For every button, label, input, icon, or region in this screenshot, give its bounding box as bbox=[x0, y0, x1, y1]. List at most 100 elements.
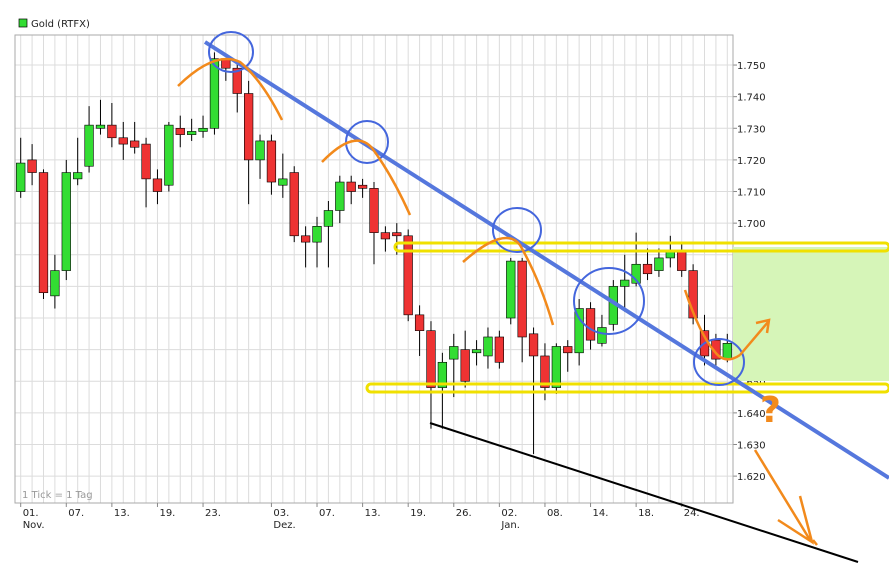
candle-body bbox=[141, 143, 151, 180]
lower-line bbox=[429, 422, 859, 563]
candle-body bbox=[198, 127, 208, 132]
candle-body bbox=[665, 251, 675, 259]
candle-body bbox=[631, 263, 641, 284]
candle-body bbox=[335, 181, 345, 211]
candle-body bbox=[414, 314, 425, 331]
candle-body bbox=[585, 308, 596, 341]
candle-body bbox=[50, 270, 60, 297]
x-tick-label: 26. bbox=[456, 508, 472, 519]
candle-body bbox=[84, 124, 94, 167]
candle-body bbox=[403, 235, 413, 316]
y-tick-label: 1.740 bbox=[737, 93, 766, 104]
candle-body bbox=[392, 232, 402, 237]
arrow-down bbox=[753, 449, 815, 545]
candle-body bbox=[300, 235, 311, 243]
legend-label: Gold (RTFX) bbox=[31, 19, 90, 30]
x-tick-label: 18. bbox=[638, 508, 654, 519]
y-tick-label: 1.730 bbox=[737, 124, 766, 135]
candle-body bbox=[563, 346, 573, 354]
candle-body bbox=[437, 361, 448, 388]
candle-body bbox=[722, 343, 732, 360]
arc-marker bbox=[683, 289, 741, 361]
candle-body bbox=[232, 67, 242, 94]
arrow-down bbox=[812, 539, 818, 546]
arc-marker bbox=[321, 139, 412, 216]
candle-body bbox=[255, 140, 265, 161]
candle-body bbox=[164, 124, 174, 186]
candle-body bbox=[642, 263, 653, 275]
y-tick-label: 1.720 bbox=[737, 156, 766, 167]
candle-body bbox=[278, 178, 288, 186]
question-mark: ? bbox=[760, 390, 781, 431]
y-tick-label: 1.710 bbox=[737, 188, 766, 199]
candle-body bbox=[426, 330, 436, 388]
candle-body bbox=[244, 93, 254, 161]
circle-marker bbox=[208, 31, 254, 73]
candle-body bbox=[551, 346, 561, 388]
candle-body bbox=[597, 327, 607, 344]
trend-line bbox=[203, 40, 889, 480]
candle-body bbox=[130, 140, 140, 148]
x-tick-label: 01. Nov. bbox=[23, 508, 45, 531]
candle-body bbox=[38, 172, 49, 294]
candle-body bbox=[107, 124, 117, 139]
x-tick-label: 24. bbox=[684, 508, 700, 519]
candle-body bbox=[73, 172, 83, 180]
x-tick-label: 02. Jan. bbox=[500, 508, 520, 531]
candle-body bbox=[16, 162, 26, 192]
arc-marker bbox=[462, 236, 555, 326]
candle-body bbox=[471, 349, 482, 354]
candle-body bbox=[369, 188, 379, 233]
candle-body bbox=[494, 336, 504, 363]
candle-body bbox=[118, 137, 128, 145]
candle-body bbox=[323, 210, 334, 227]
circle-marker bbox=[693, 338, 745, 386]
candle-body bbox=[61, 172, 71, 271]
arc-marker bbox=[177, 57, 284, 121]
circle-marker bbox=[573, 267, 645, 335]
y-tick-label: 1.620 bbox=[737, 472, 766, 483]
candle-body bbox=[677, 251, 687, 271]
x-tick-label: 14. bbox=[593, 508, 609, 519]
annotations: ? bbox=[177, 31, 889, 563]
y-tick-label: 1.750 bbox=[737, 61, 766, 72]
x-tick-label: 03. Dez. bbox=[273, 508, 295, 531]
x-tick-label: 19. bbox=[159, 508, 175, 519]
candle-body bbox=[175, 127, 185, 135]
target-zone bbox=[733, 247, 889, 381]
candle-body bbox=[357, 184, 368, 189]
candle-body bbox=[152, 178, 163, 192]
x-tick-label: 13. bbox=[365, 508, 381, 519]
footnote: 1 Tick = 1 Tag bbox=[22, 490, 93, 501]
x-tick-label: 07. bbox=[68, 508, 84, 519]
candle-body bbox=[209, 58, 220, 129]
candle-body bbox=[620, 279, 630, 287]
candles bbox=[16, 52, 732, 454]
candle-body bbox=[517, 260, 527, 338]
y-tick-label: 1.640 bbox=[737, 409, 766, 420]
candle-body bbox=[528, 333, 539, 357]
x-tick-label: 23. bbox=[205, 508, 221, 519]
candle-body bbox=[688, 270, 698, 319]
candle-body bbox=[266, 140, 277, 183]
candle-body bbox=[312, 226, 322, 243]
candle-body bbox=[449, 346, 459, 360]
candle-body bbox=[574, 308, 584, 354]
candle-body bbox=[289, 172, 299, 237]
candle-body bbox=[540, 355, 550, 388]
x-tick-label: 07. bbox=[319, 508, 335, 519]
x-tick-label: 08. bbox=[547, 508, 563, 519]
candle-body bbox=[95, 124, 106, 129]
arrow-up bbox=[739, 318, 771, 356]
candle-body bbox=[483, 336, 493, 357]
candle-body bbox=[380, 232, 391, 240]
x-tick-label: 13. bbox=[114, 508, 130, 519]
candle-body bbox=[654, 257, 664, 271]
candle-body bbox=[27, 159, 37, 173]
candle-body bbox=[346, 181, 356, 192]
resistance-band bbox=[393, 241, 889, 253]
candle-body bbox=[506, 260, 516, 319]
y-tick-label: 1.630 bbox=[737, 441, 766, 452]
support-band bbox=[365, 382, 889, 394]
